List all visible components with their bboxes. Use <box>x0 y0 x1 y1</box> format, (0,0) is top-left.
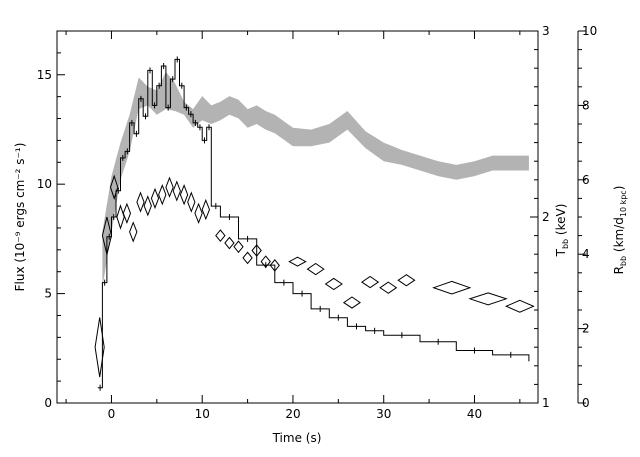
radius-diamond <box>179 184 189 206</box>
x-tick-label: 40 <box>467 407 482 421</box>
x-axis-title: Time (s) <box>272 431 322 445</box>
temperature-axis-title: Tbb (keV) <box>554 204 570 258</box>
radius-diamond <box>288 256 307 267</box>
temperature-tick-label: 3 <box>542 24 550 38</box>
radius-diamond <box>215 229 226 242</box>
radius-diamond <box>187 191 196 213</box>
radius-diamond <box>468 292 508 306</box>
x-tick-label: 20 <box>285 407 300 421</box>
radius-diamond <box>143 195 152 217</box>
radius-diamond <box>129 221 138 243</box>
temperature-tick-label: 1 <box>542 396 550 410</box>
radius-diamond <box>172 180 181 202</box>
temperature-axis-ticks: 1 2 3 <box>530 24 550 410</box>
temperature-band <box>102 71 529 288</box>
radius-diamond <box>116 204 125 230</box>
radius-marker-layer <box>94 174 535 378</box>
x-tick-label: 10 <box>195 407 210 421</box>
temperature-band-layer <box>102 71 529 288</box>
radius-tick-label: 6 <box>582 173 590 187</box>
flux-tick-label: 15 <box>37 68 52 82</box>
x-tick-label: 0 <box>108 407 116 421</box>
radius-diamond <box>504 299 535 313</box>
radius-diamond <box>397 274 416 287</box>
radius-diamond <box>150 187 160 210</box>
radius-tick-label: 4 <box>582 247 590 261</box>
flux-tick-label: 5 <box>44 287 52 301</box>
x-tick-label: 30 <box>376 407 391 421</box>
radius-diamond <box>306 262 325 276</box>
flux-axis-title: Flux (10⁻⁹ ergs cm⁻² s⁻¹) <box>13 143 27 292</box>
radius-diamond <box>342 296 361 309</box>
radius-diamond <box>136 191 145 213</box>
radius-diamond <box>324 277 343 291</box>
radius-axis-ticks: 0 2 4 6 8 10 <box>578 24 597 410</box>
radius-diamond <box>379 281 398 294</box>
radius-diamond <box>165 176 174 198</box>
flux-tick-label: 0 <box>44 396 52 410</box>
radius-tick-label: 2 <box>582 322 590 336</box>
radius-diamond <box>122 202 132 224</box>
radius-diamond <box>361 275 380 289</box>
temperature-tick-label: 2 <box>542 210 550 224</box>
radius-tick-label: 0 <box>582 396 590 410</box>
radius-tick-label: 10 <box>582 24 597 38</box>
radius-axis-title: Rbb (km/d10 kpc) <box>612 186 628 275</box>
radius-diamond <box>194 202 203 224</box>
flux-histogram-line <box>97 58 530 389</box>
radius-diamond <box>233 240 244 254</box>
radius-diamond <box>201 198 211 221</box>
radius-diamond <box>224 236 235 250</box>
radius-diamond <box>109 174 119 201</box>
radius-diamond <box>242 251 253 265</box>
radius-tick-label: 8 <box>582 98 590 112</box>
flux-axis-ticks: 0 5 10 15 <box>37 52 65 410</box>
flux-histogram-layer <box>97 56 530 391</box>
radius-diamond <box>432 280 472 295</box>
flux-tick-label: 10 <box>37 177 52 191</box>
radius-diamond <box>158 184 167 206</box>
x-axis-ticks: 0 10 20 30 40 <box>65 31 521 421</box>
